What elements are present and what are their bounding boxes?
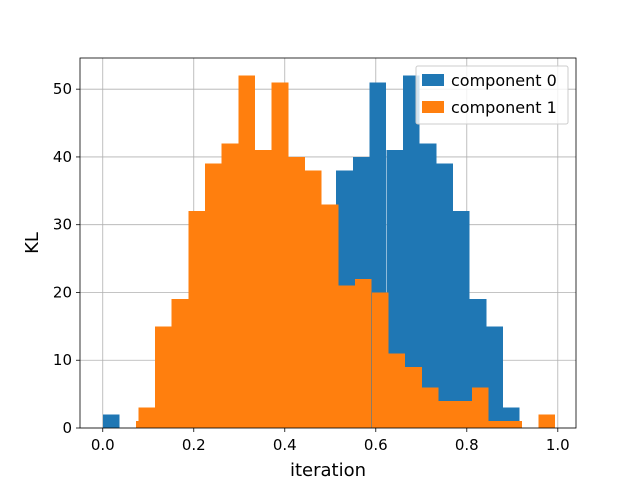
bar-component-1	[221, 143, 239, 428]
bar-component-1	[538, 414, 556, 428]
x-tick-label: 0.8	[455, 436, 479, 454]
bar-component-1	[238, 75, 256, 428]
bar-component-1	[188, 211, 205, 428]
legend-label-component-1: component 1	[451, 98, 557, 117]
bar-component-1	[338, 285, 356, 428]
y-tick-label: 0	[62, 419, 72, 437]
x-tick-label: 0.4	[273, 436, 297, 454]
bar-component-1	[205, 163, 222, 428]
bar-component-1	[488, 421, 506, 428]
bar-component-0	[419, 143, 437, 428]
bar-component-1	[321, 204, 339, 428]
plot-frame	[79, 57, 577, 429]
legend-swatch-component-0	[422, 74, 444, 86]
bar-component-1	[455, 400, 472, 428]
bar-component-1	[355, 278, 372, 428]
x-tick-label: 0.6	[364, 436, 388, 454]
x-axis-label: iteration	[290, 460, 366, 480]
bar-component-0	[486, 326, 504, 428]
ticks-layer: 0.0 0.2 0.4 0.6 0.8 1.0 0 10 20 30 40 50	[53, 80, 570, 454]
bar-component-1	[405, 367, 422, 428]
y-axis-label: KL	[22, 232, 43, 254]
x-tick-label: 0.2	[182, 436, 206, 454]
bar-component-1	[421, 387, 439, 428]
bars-layer	[102, 75, 556, 429]
bar-component-1	[371, 292, 389, 428]
bar-component-0	[453, 211, 470, 428]
bar-component-1	[438, 400, 456, 428]
bar-component-0	[102, 414, 120, 428]
bar-component-1	[305, 170, 322, 428]
bar-component-1	[255, 150, 272, 428]
y-tick-label: 30	[53, 216, 72, 234]
bar-component-1	[271, 82, 289, 429]
bar-component-1	[505, 421, 522, 428]
x-tick-label: 1.0	[546, 436, 570, 454]
bar-component-0	[402, 75, 420, 428]
legend-box	[415, 65, 569, 125]
bar-component-1	[471, 387, 489, 428]
bar-component-1	[154, 326, 172, 428]
legend-label-component-0: component 0	[451, 71, 557, 90]
legend-swatch-component-1	[422, 101, 444, 113]
bar-component-1	[288, 156, 306, 428]
bar-component-0	[436, 163, 453, 428]
y-tick-label: 40	[53, 148, 72, 166]
y-tick-label: 50	[53, 80, 72, 98]
bar-component-1	[388, 353, 406, 428]
legend: component 0 component 1	[415, 65, 569, 125]
bar-component-1	[138, 407, 155, 428]
bar-component-1	[171, 299, 189, 428]
x-tick-label: 0.0	[91, 436, 115, 454]
y-tick-label: 20	[53, 283, 72, 301]
y-tick-label: 10	[53, 351, 72, 369]
